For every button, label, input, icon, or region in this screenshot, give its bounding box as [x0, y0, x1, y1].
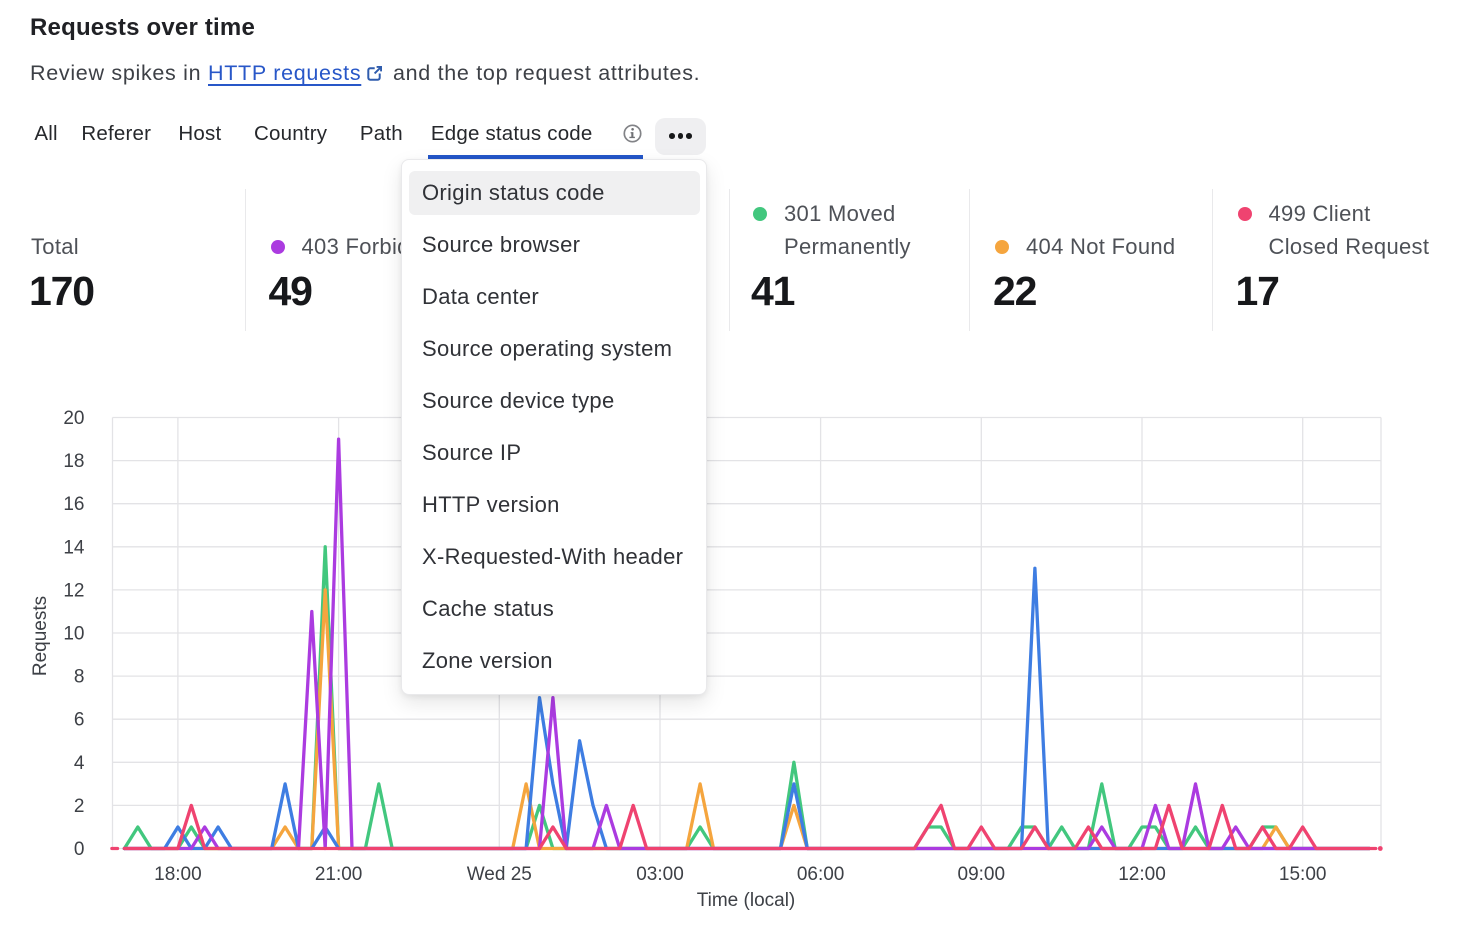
svg-text:03:00: 03:00	[636, 864, 684, 885]
svg-text:09:00: 09:00	[958, 864, 1006, 885]
svg-text:Time (local): Time (local)	[697, 890, 796, 911]
svg-text:15:00: 15:00	[1279, 864, 1327, 885]
svg-text:10: 10	[63, 624, 84, 645]
svg-text:12: 12	[63, 580, 84, 601]
svg-text:12:00: 12:00	[1118, 864, 1166, 885]
svg-text:06:00: 06:00	[797, 864, 845, 885]
svg-text:4: 4	[74, 753, 85, 774]
svg-text:18: 18	[63, 451, 84, 472]
svg-text:2: 2	[74, 796, 85, 817]
svg-text:20: 20	[63, 408, 84, 429]
svg-text:18:00: 18:00	[154, 864, 202, 885]
svg-text:Requests: Requests	[30, 596, 51, 676]
svg-text:Wed 25: Wed 25	[467, 864, 532, 885]
svg-text:8: 8	[74, 667, 85, 688]
svg-text:16: 16	[63, 494, 84, 515]
svg-text:21:00: 21:00	[315, 864, 363, 885]
svg-text:0: 0	[74, 839, 85, 860]
svg-text:14: 14	[63, 537, 85, 558]
svg-text:6: 6	[74, 710, 85, 731]
